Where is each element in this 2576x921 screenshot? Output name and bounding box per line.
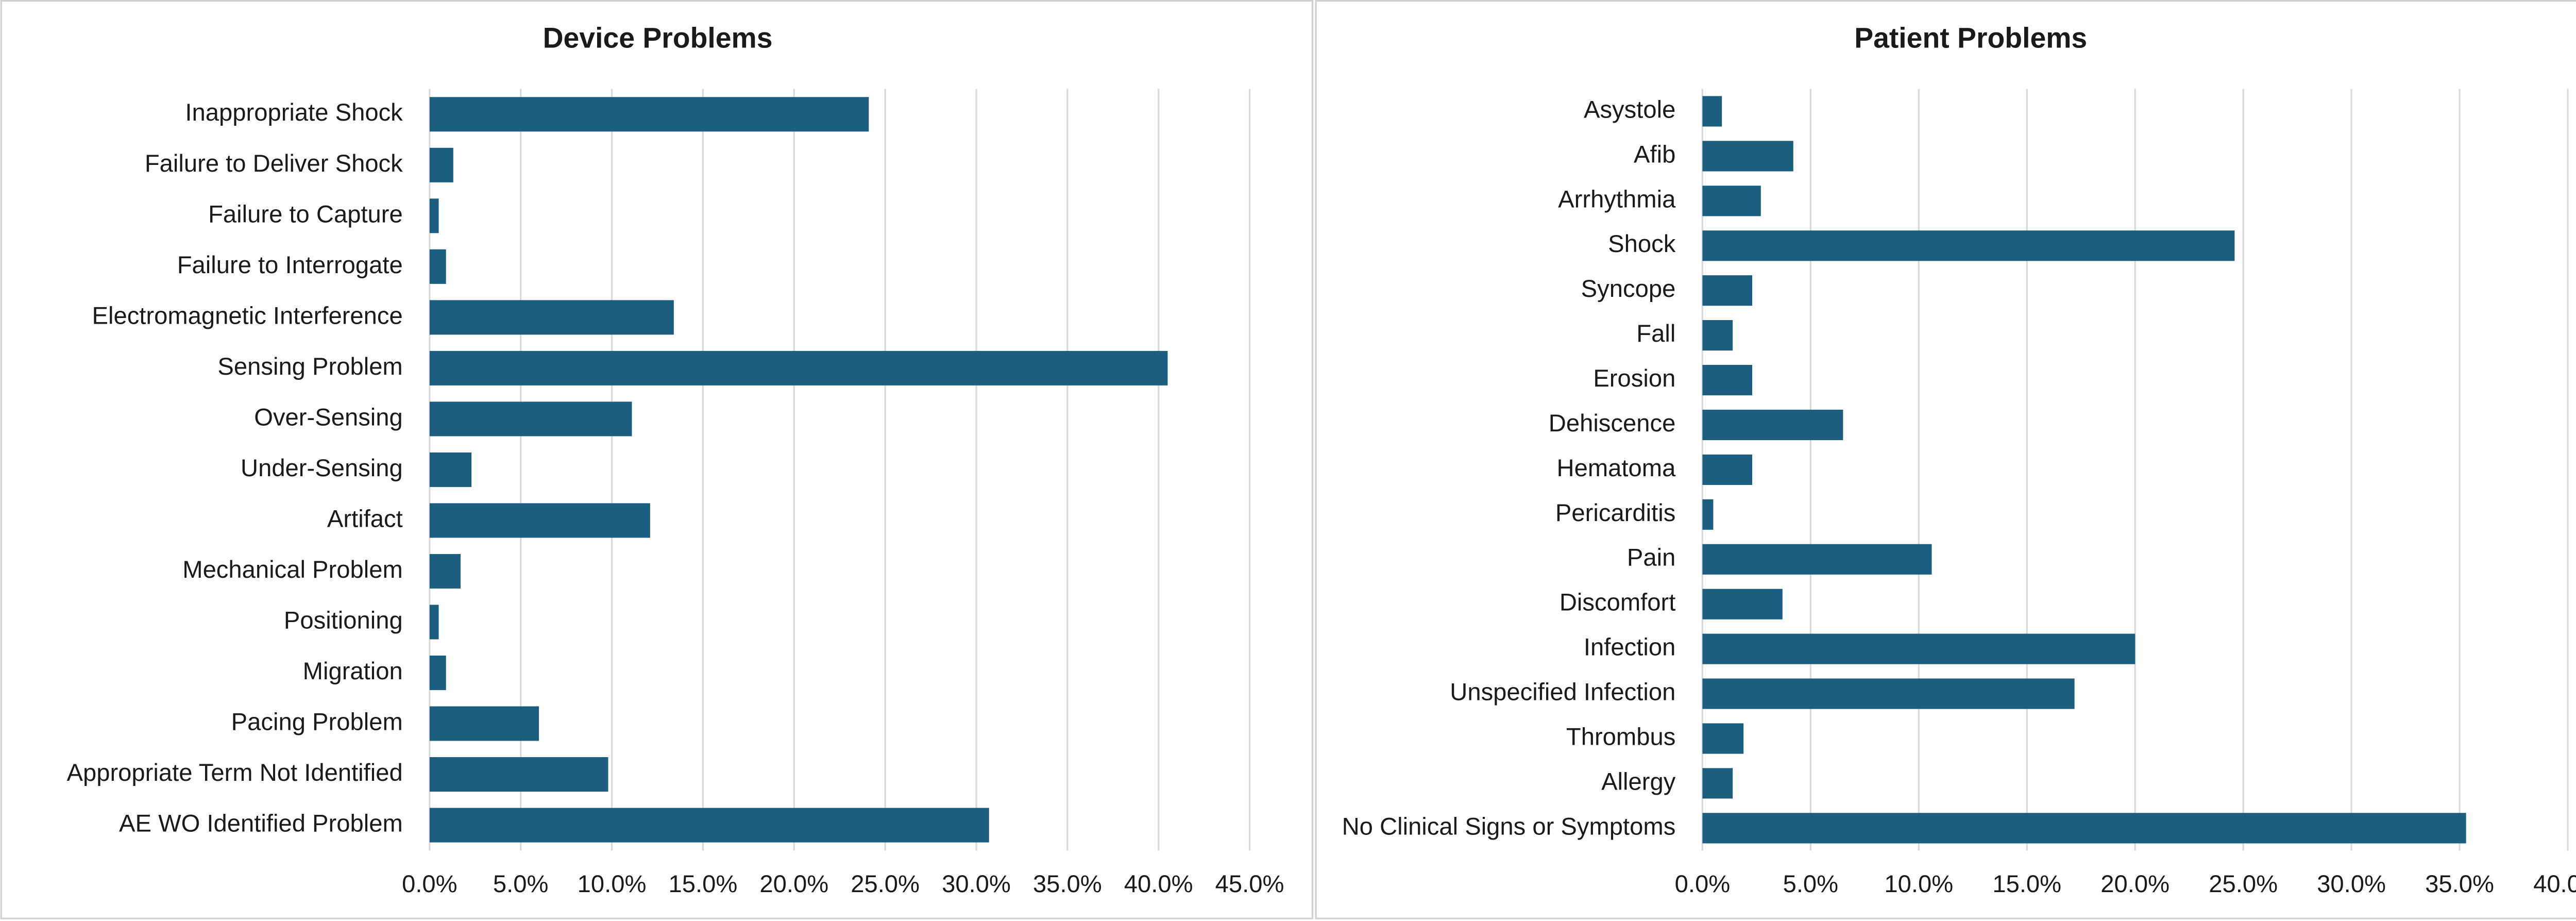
x-tick-label: 30.0% [942, 870, 1011, 898]
x-tick-label: 40.0% [2533, 870, 2576, 898]
bar [1702, 589, 1783, 619]
y-tick-label: Dehiscence [1549, 410, 1676, 437]
y-tick-label: Allergy [1601, 768, 1676, 795]
bar [429, 401, 632, 437]
bar [429, 147, 453, 182]
x-tick-label: 15.0% [1992, 870, 2061, 898]
x-tick-label: 30.0% [2317, 870, 2386, 898]
x-tick-label: 25.0% [2209, 870, 2278, 898]
panel [1315, 0, 2576, 919]
bar [429, 452, 472, 487]
x-tick-label: 35.0% [1033, 870, 1102, 898]
y-tick-label: Arrhythmia [1558, 186, 1676, 213]
x-tick-label: 40.0% [1124, 870, 1193, 898]
y-tick-label: Migration [303, 658, 403, 685]
y-tick-label: AE WO Identified Problem [119, 810, 403, 837]
bar [1702, 186, 1761, 216]
x-tick-label: 20.0% [2100, 870, 2170, 898]
y-tick-label: Appropriate Term Not Identified [67, 759, 403, 786]
y-tick-label: Fall [1636, 320, 1675, 347]
bar [1702, 454, 1752, 485]
bar [429, 97, 869, 132]
bar [1702, 633, 2136, 664]
y-tick-label: Over-Sensing [254, 404, 403, 431]
y-tick-label: Mechanical Problem [182, 556, 402, 583]
x-tick-label: 15.0% [669, 870, 738, 898]
x-tick-label: 0.0% [402, 870, 457, 898]
y-tick-label: Under-Sensing [241, 455, 403, 482]
bar [429, 605, 439, 640]
bar [1702, 723, 1744, 754]
y-tick-label: Infection [1584, 634, 1675, 661]
bar [1702, 320, 1733, 351]
y-tick-label: Pacing Problem [231, 708, 403, 735]
y-tick-label: Erosion [1593, 365, 1675, 392]
x-tick-label: 5.0% [1783, 870, 1839, 898]
y-tick-label: Failure to Interrogate [177, 252, 403, 279]
bar [429, 808, 989, 843]
y-tick-label: Unspecified Infection [1450, 679, 1675, 706]
x-tick-label: 10.0% [1884, 870, 1953, 898]
bar [429, 300, 674, 335]
bar [429, 706, 539, 741]
x-tick-label: 10.0% [578, 870, 647, 898]
bar [1702, 813, 2466, 844]
bar [429, 655, 446, 690]
bar [429, 554, 461, 589]
bar [1702, 409, 1843, 441]
chart-title: Patient Problems [1854, 22, 2087, 54]
x-tick-label: 0.0% [1675, 870, 1731, 898]
y-tick-label: Afib [1634, 141, 1675, 168]
y-tick-label: Hematoma [1557, 455, 1676, 482]
bar [429, 503, 650, 538]
y-tick-label: Electromagnetic Interference [92, 302, 403, 329]
bar [429, 249, 446, 284]
y-tick-label: Artifact [327, 505, 403, 532]
y-tick-label: Positioning [284, 607, 403, 634]
bar [1702, 499, 1714, 530]
bar [429, 757, 608, 792]
x-tick-label: 20.0% [759, 870, 828, 898]
y-tick-label: No Clinical Signs or Symptoms [1342, 813, 1676, 840]
bar [1702, 230, 2235, 261]
y-tick-label: Failure to Capture [208, 200, 403, 228]
y-tick-label: Sensing Problem [217, 353, 402, 380]
x-tick-label: 25.0% [851, 870, 920, 898]
chart-title: Device Problems [543, 22, 773, 54]
bar [1702, 275, 1752, 306]
bar [1702, 678, 2075, 709]
y-tick-label: Syncope [1581, 275, 1676, 303]
bar [429, 198, 439, 233]
bar [1702, 544, 1932, 575]
y-tick-label: Asystole [1584, 96, 1675, 123]
panel [0, 0, 1314, 919]
bar [1702, 96, 1722, 127]
bar [1702, 141, 1793, 172]
y-tick-label: Shock [1608, 230, 1676, 258]
y-tick-label: Pain [1627, 544, 1675, 572]
y-tick-label: Discomfort [1560, 589, 1675, 616]
bar [1702, 364, 1752, 396]
y-tick-label: Failure to Deliver Shock [145, 150, 403, 177]
bar [1702, 768, 1733, 799]
bar [429, 350, 1168, 386]
x-tick-label: 5.0% [493, 870, 549, 898]
x-tick-label: 45.0% [1215, 870, 1284, 898]
y-tick-label: Pericarditis [1555, 499, 1675, 527]
y-tick-label: Thrombus [1566, 723, 1675, 750]
y-tick-label: Inappropriate Shock [185, 99, 403, 126]
x-tick-label: 35.0% [2425, 870, 2494, 898]
